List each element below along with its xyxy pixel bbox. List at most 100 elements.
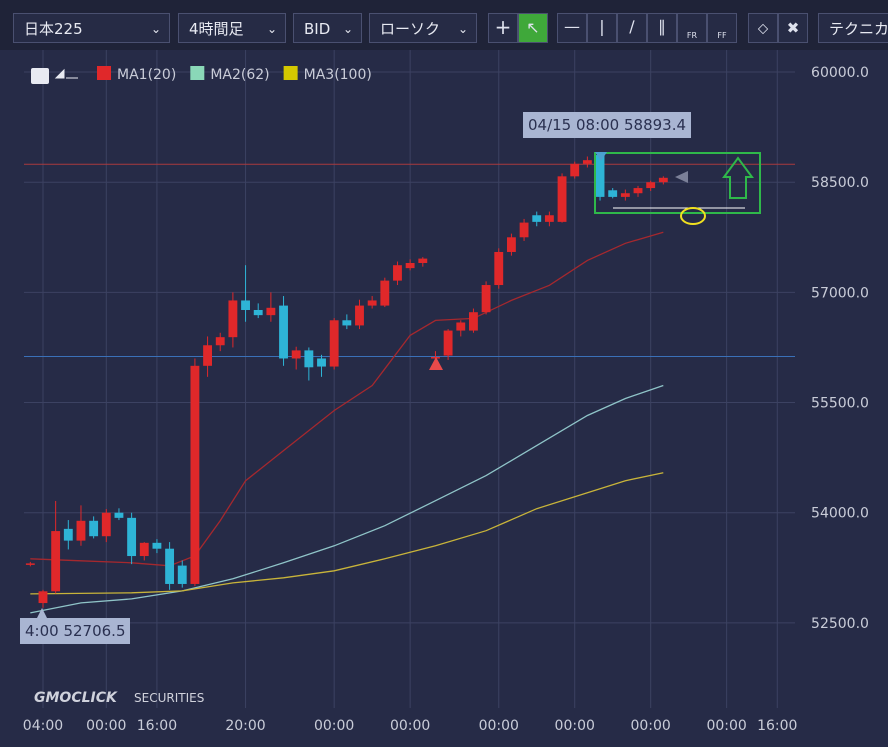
symbol: 日本225 <box>24 20 83 38</box>
legend-label: MA1(20) <box>117 67 176 83</box>
candle-body <box>431 357 440 359</box>
ma-line <box>30 231 664 567</box>
hline-tool[interactable]: — <box>557 13 587 43</box>
channel-tool[interactable]: ∥ <box>647 13 677 43</box>
candle-body <box>76 520 86 541</box>
candle-body <box>51 531 61 592</box>
draw-icon[interactable] <box>54 68 78 79</box>
candle-body <box>279 305 288 359</box>
candle-body <box>190 365 200 584</box>
y-tick-label: 60000.0 <box>811 65 869 81</box>
candle-body <box>393 265 402 281</box>
x-tick-label: 00:00 <box>314 718 354 734</box>
timeframe-select[interactable]: 4時間足 ⌄ <box>178 13 286 43</box>
drawings <box>37 152 761 618</box>
candle-body <box>418 258 428 263</box>
x-tick-label: 04:00 <box>23 718 63 734</box>
candle-body <box>127 517 137 557</box>
candle-body <box>456 322 466 331</box>
candle-body <box>177 565 187 584</box>
eraser-tool[interactable]: ⬦ <box>748 13 778 43</box>
candle-body <box>469 312 478 331</box>
x-tick-label: 00:00 <box>479 718 519 734</box>
delete-tool[interactable]: ✖ <box>778 13 808 43</box>
legend: MA1(20) MA2(62) MA3(100) <box>31 66 372 84</box>
candle-body <box>38 591 48 604</box>
candle-body <box>443 330 453 356</box>
candle-body <box>494 251 504 286</box>
candle-body <box>228 300 238 338</box>
candle-body <box>139 542 149 557</box>
candle-body <box>570 163 580 177</box>
legend-swatch <box>97 66 111 80</box>
style-select[interactable]: ローソク ⌄ <box>369 13 477 43</box>
candle-body <box>582 160 592 164</box>
ma-line <box>30 472 664 595</box>
candle-body <box>89 520 99 537</box>
watermark: GMOCLICK <box>34 690 118 706</box>
plot <box>25 153 668 614</box>
candle-body <box>304 350 314 368</box>
timeframe: 4時間足 <box>189 20 244 38</box>
candle-body <box>215 337 225 346</box>
ff-tool[interactable]: FF <box>707 13 737 43</box>
x-tick-label: 16:00 <box>757 718 797 734</box>
y-tick-label: 55500.0 <box>811 396 869 412</box>
y-tick-label: 57000.0 <box>811 285 869 301</box>
tool-label: FF <box>717 31 727 40</box>
circle-drawing <box>680 207 706 225</box>
crosshair-tool[interactable]: + <box>488 13 518 43</box>
price-pointer <box>675 171 688 183</box>
candle-body <box>405 262 415 269</box>
x-tick-label: 00:00 <box>630 718 670 734</box>
candle-body <box>557 176 567 222</box>
fr-tool[interactable]: FR <box>677 13 707 43</box>
candle-body <box>241 300 250 310</box>
candle-body <box>620 193 630 197</box>
candle-body <box>63 528 73 541</box>
x-tick-label: 00:00 <box>555 718 595 734</box>
candle-body <box>532 215 542 222</box>
candle-body <box>519 222 529 238</box>
legend-label: MA3(100) <box>304 67 372 83</box>
candle-body <box>253 310 263 316</box>
y-tick-label: 52500.0 <box>811 616 869 632</box>
candle-body <box>544 215 554 222</box>
legend-swatch <box>283 66 298 80</box>
low-label: 4:00 52706.5 <box>20 618 131 644</box>
x-tick-label: 00:00 <box>706 718 746 734</box>
cursor-tool[interactable]: ↖ <box>518 13 548 43</box>
chart: 52500.0 54000.0 55500.0 57000.0 58500.0 60000… <box>23 50 869 734</box>
watermark: SECURITIES <box>134 691 204 705</box>
candle-body <box>152 542 162 549</box>
candle-body <box>317 358 326 367</box>
price-select[interactable]: BID ⌄ <box>293 13 362 43</box>
y-tick-label: 54000.0 <box>811 506 869 522</box>
candle-body <box>608 190 618 197</box>
candle-body <box>101 512 111 537</box>
candle-body <box>646 182 656 189</box>
x-tick-label: 00:00 <box>86 718 126 734</box>
trend-tool[interactable]: ∕ <box>617 13 647 43</box>
arrow-drawing <box>722 156 754 199</box>
vline-tool[interactable]: | <box>587 13 617 43</box>
technical-select[interactable]: テクニカ <box>818 13 888 43</box>
x-tick-label: 20:00 <box>225 718 265 734</box>
candle-body <box>25 563 35 565</box>
y-tick-label: 58500.0 <box>811 175 869 191</box>
comment-icon[interactable] <box>31 68 49 84</box>
x-tick-label: 00:00 <box>390 718 430 734</box>
signal-marker <box>429 357 443 370</box>
candle-body <box>266 307 276 316</box>
toolbar: 日本225 ⌄ 4時間足 ⌄ BID ⌄ ローソク ⌄ + ↖ — | ∕ ∥ FR F… <box>0 0 888 50</box>
candle-body <box>291 350 301 359</box>
candle-body <box>165 548 175 584</box>
candle-body <box>658 177 668 183</box>
box-drawing <box>594 152 761 214</box>
candle-body <box>355 305 364 326</box>
symbol-select[interactable]: 日本225 ⌄ <box>13 13 170 43</box>
candle-body <box>342 320 352 326</box>
candle-body <box>114 512 124 518</box>
candle-body <box>367 300 377 306</box>
